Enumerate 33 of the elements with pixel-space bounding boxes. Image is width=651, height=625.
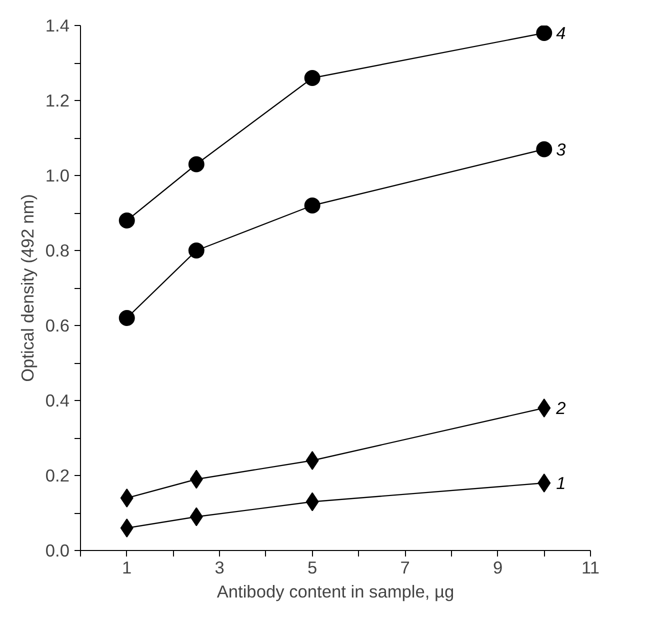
- point: [538, 474, 551, 492]
- point: [304, 70, 320, 86]
- x-tick-label: 5: [308, 558, 318, 578]
- point: [536, 141, 552, 158]
- y-tick-label: 0.8: [45, 240, 70, 260]
- point: [536, 26, 552, 41]
- x-tick-label: 11: [582, 558, 600, 578]
- point: [120, 518, 134, 538]
- y-tick-label: 0.6: [45, 316, 70, 336]
- point: [120, 488, 134, 508]
- y-tick-label: 1.2: [45, 90, 70, 110]
- y-tick-label: 0.4: [45, 390, 70, 410]
- x-tick-label: 7: [400, 558, 410, 578]
- x-tick-label: 9: [492, 558, 503, 578]
- y-tick-label: 1.4: [45, 16, 70, 36]
- x-axis-title: Antibody content in sample, µg: [216, 582, 454, 602]
- series-label: 1: [556, 473, 566, 493]
- point: [188, 156, 204, 172]
- point: [118, 212, 135, 228]
- series-label: 4: [556, 23, 566, 43]
- series-label: 2: [555, 398, 566, 418]
- point: [304, 198, 320, 214]
- series-label: 3: [556, 139, 566, 160]
- point: [306, 451, 319, 470]
- y-tick-label: 0.0: [45, 540, 70, 560]
- y-tick-label: 0.2: [45, 466, 70, 486]
- point: [188, 242, 204, 258]
- x-tick-label: 3: [214, 558, 224, 578]
- x-tick-label: 1: [122, 558, 132, 578]
- y-tick-label: 1.0: [45, 166, 70, 186]
- y-axis-title: Optical density (492 nm): [17, 194, 38, 382]
- point: [538, 398, 551, 418]
- point: [118, 310, 135, 326]
